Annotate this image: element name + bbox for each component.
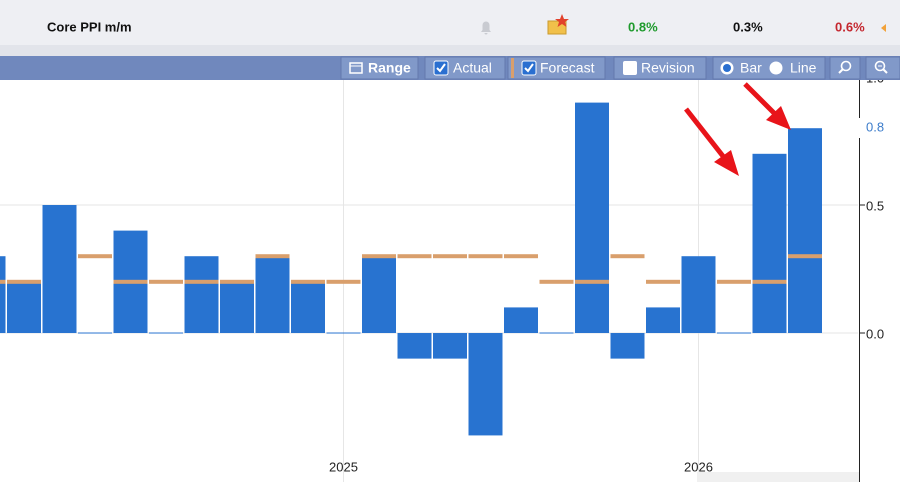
- revision-toggle[interactable]: Revision: [613, 56, 707, 80]
- forecast-marker: [610, 254, 645, 259]
- forecast-marker: [326, 279, 361, 284]
- header-bar: [0, 0, 900, 45]
- chart-type-toggle[interactable]: Bar Line: [712, 56, 826, 80]
- forecast-toggle[interactable]: Forecast: [507, 56, 606, 80]
- forecast-marker: [468, 254, 503, 259]
- revision-label[interactable]: Revision: [641, 60, 695, 76]
- bar: [0, 256, 6, 334]
- actual-label[interactable]: Actual: [453, 60, 492, 76]
- forecast-marker: [149, 279, 183, 284]
- folder-icon[interactable]: [547, 14, 569, 35]
- arrow: [743, 82, 779, 118]
- forecast-label[interactable]: Forecast: [540, 60, 595, 76]
- actual-value: 0.8%: [628, 19, 658, 34]
- forecast-marker: [113, 279, 148, 284]
- forecast-marker: [788, 254, 822, 259]
- header-gap: [0, 45, 900, 56]
- plot-area: [0, 80, 858, 482]
- forecast-marker: [504, 254, 538, 259]
- y-tick-label: 0.5: [866, 198, 884, 213]
- bar: [752, 153, 787, 334]
- zoom-out-button[interactable]: [865, 56, 900, 80]
- forecast-marker: [0, 279, 6, 284]
- bar: [681, 256, 716, 334]
- bar: [291, 281, 325, 334]
- arrow-head: [714, 150, 739, 176]
- bar: [326, 332, 361, 334]
- x-tick-label: 2025: [329, 459, 358, 474]
- arrow: [684, 107, 728, 162]
- forecast-marker: [220, 279, 254, 284]
- range-label[interactable]: Range: [368, 60, 411, 76]
- zoom-in-button[interactable]: [829, 56, 861, 80]
- forecast-marker: [433, 254, 467, 259]
- bar: [78, 332, 112, 334]
- forecast-marker: [539, 279, 574, 284]
- range-button[interactable]: Range: [340, 56, 419, 80]
- forecast-marker: [255, 254, 290, 259]
- x-tick-label: 2026: [684, 459, 713, 474]
- line-label[interactable]: Line: [790, 60, 817, 76]
- forecast-marker: [291, 279, 325, 284]
- bar: [717, 332, 751, 334]
- bar: [7, 281, 41, 334]
- forecast-marker: [78, 254, 112, 259]
- bar: [433, 333, 467, 359]
- bar: [255, 256, 290, 334]
- bar: [788, 128, 822, 334]
- bar: [575, 102, 609, 334]
- bar: [539, 332, 574, 334]
- forecast-marker: [7, 279, 41, 284]
- bar: [504, 307, 538, 334]
- bar: [149, 332, 183, 334]
- bar: [220, 281, 254, 334]
- actual-toggle[interactable]: Actual: [424, 56, 506, 80]
- forecast-marker: [717, 279, 751, 284]
- arrow-head: [766, 106, 791, 130]
- forecast-marker: [752, 279, 787, 284]
- indicator-title: Core PPI m/m: [47, 19, 132, 34]
- scroll-area: [697, 472, 859, 482]
- bar: [646, 307, 680, 334]
- forecast-marker: [575, 279, 609, 284]
- revised-marker: [881, 24, 886, 32]
- forecast-marker: [646, 279, 680, 284]
- y-tick-label: 0.0: [866, 326, 884, 341]
- bar: [468, 333, 503, 436]
- y-axis: 1.00.50.00.8: [859, 70, 884, 482]
- bar: [184, 256, 219, 334]
- previous-value: 0.6%: [835, 19, 865, 34]
- bar: [610, 333, 645, 359]
- annotation-arrows: [684, 82, 791, 176]
- forecast-marker: [362, 254, 396, 259]
- bar: [362, 256, 396, 334]
- bar: [397, 333, 432, 359]
- forecast-value: 0.3%: [733, 19, 763, 34]
- bar: [42, 205, 77, 334]
- bar-label[interactable]: Bar: [740, 60, 762, 76]
- forecast-marker: [397, 254, 432, 259]
- forecast-marker: [184, 279, 219, 284]
- alert-icon[interactable]: [481, 21, 491, 35]
- current-value-label: 0.8: [866, 120, 884, 135]
